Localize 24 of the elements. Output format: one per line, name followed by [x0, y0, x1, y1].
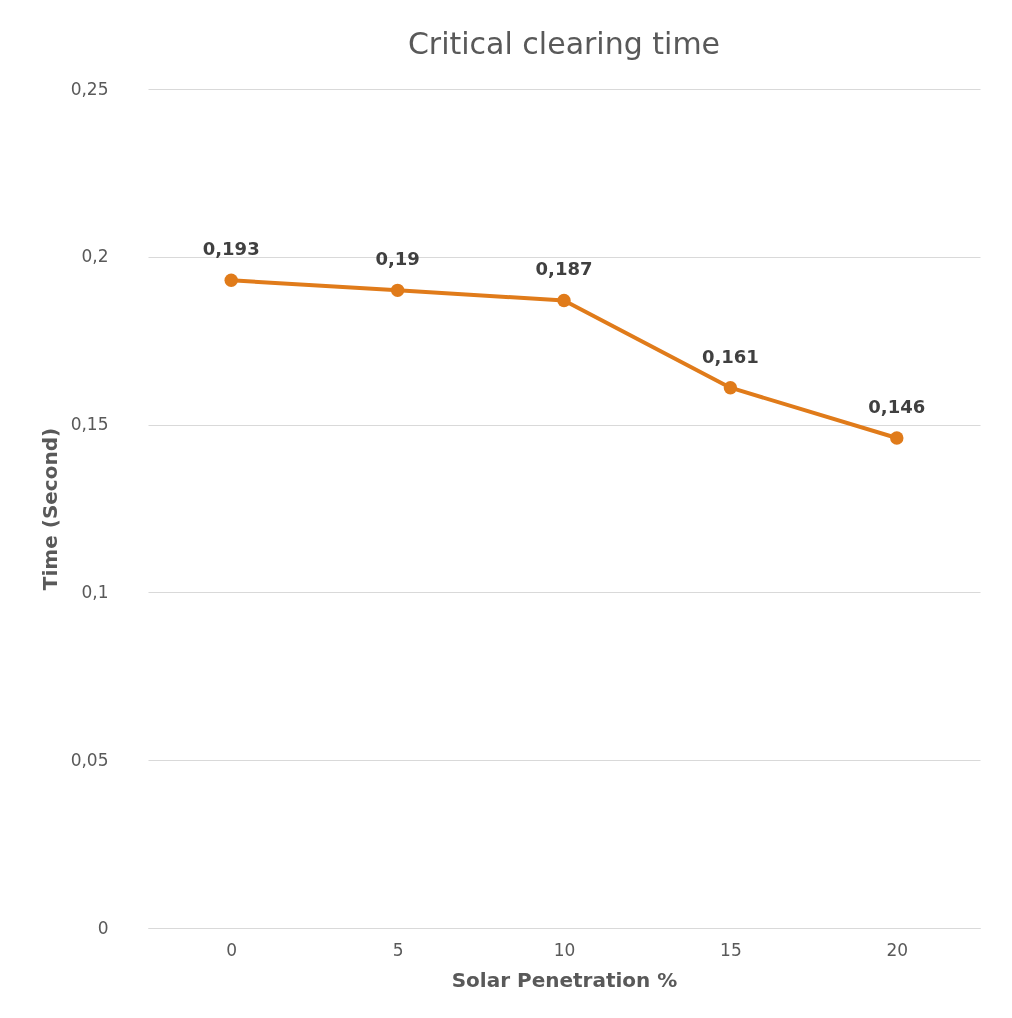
x-tick-label: 20 [886, 939, 909, 960]
data-label: 0,187 [535, 258, 593, 280]
point [557, 293, 571, 308]
y-tick-label: 0,2 [81, 246, 109, 267]
point [390, 283, 405, 298]
point [890, 431, 904, 445]
point [723, 380, 738, 395]
chart-title: Critical clearing time [407, 26, 721, 61]
x-tick-label: 10 [553, 939, 576, 960]
point [224, 273, 238, 287]
y-tick-label: 0,1 [81, 581, 109, 602]
x-tick-label: 0 [226, 939, 238, 960]
y-tick-label: 0 [97, 917, 109, 938]
x-axis-title: Solar Penetration % [451, 967, 678, 992]
y-tick-label: 0,15 [70, 414, 109, 435]
y-axis-title: Time (Second) [37, 427, 62, 591]
data-label: 0,193 [202, 238, 260, 260]
y-tick-label: 0,05 [70, 749, 109, 770]
x-tick-label: 5 [392, 939, 404, 960]
data-label: 0,19 [375, 248, 420, 270]
y-tick-label: 0,25 [70, 78, 109, 99]
data-label: 0,161 [701, 345, 759, 367]
x-tick-label: 15 [720, 939, 742, 960]
data-label: 0,146 [868, 396, 926, 418]
